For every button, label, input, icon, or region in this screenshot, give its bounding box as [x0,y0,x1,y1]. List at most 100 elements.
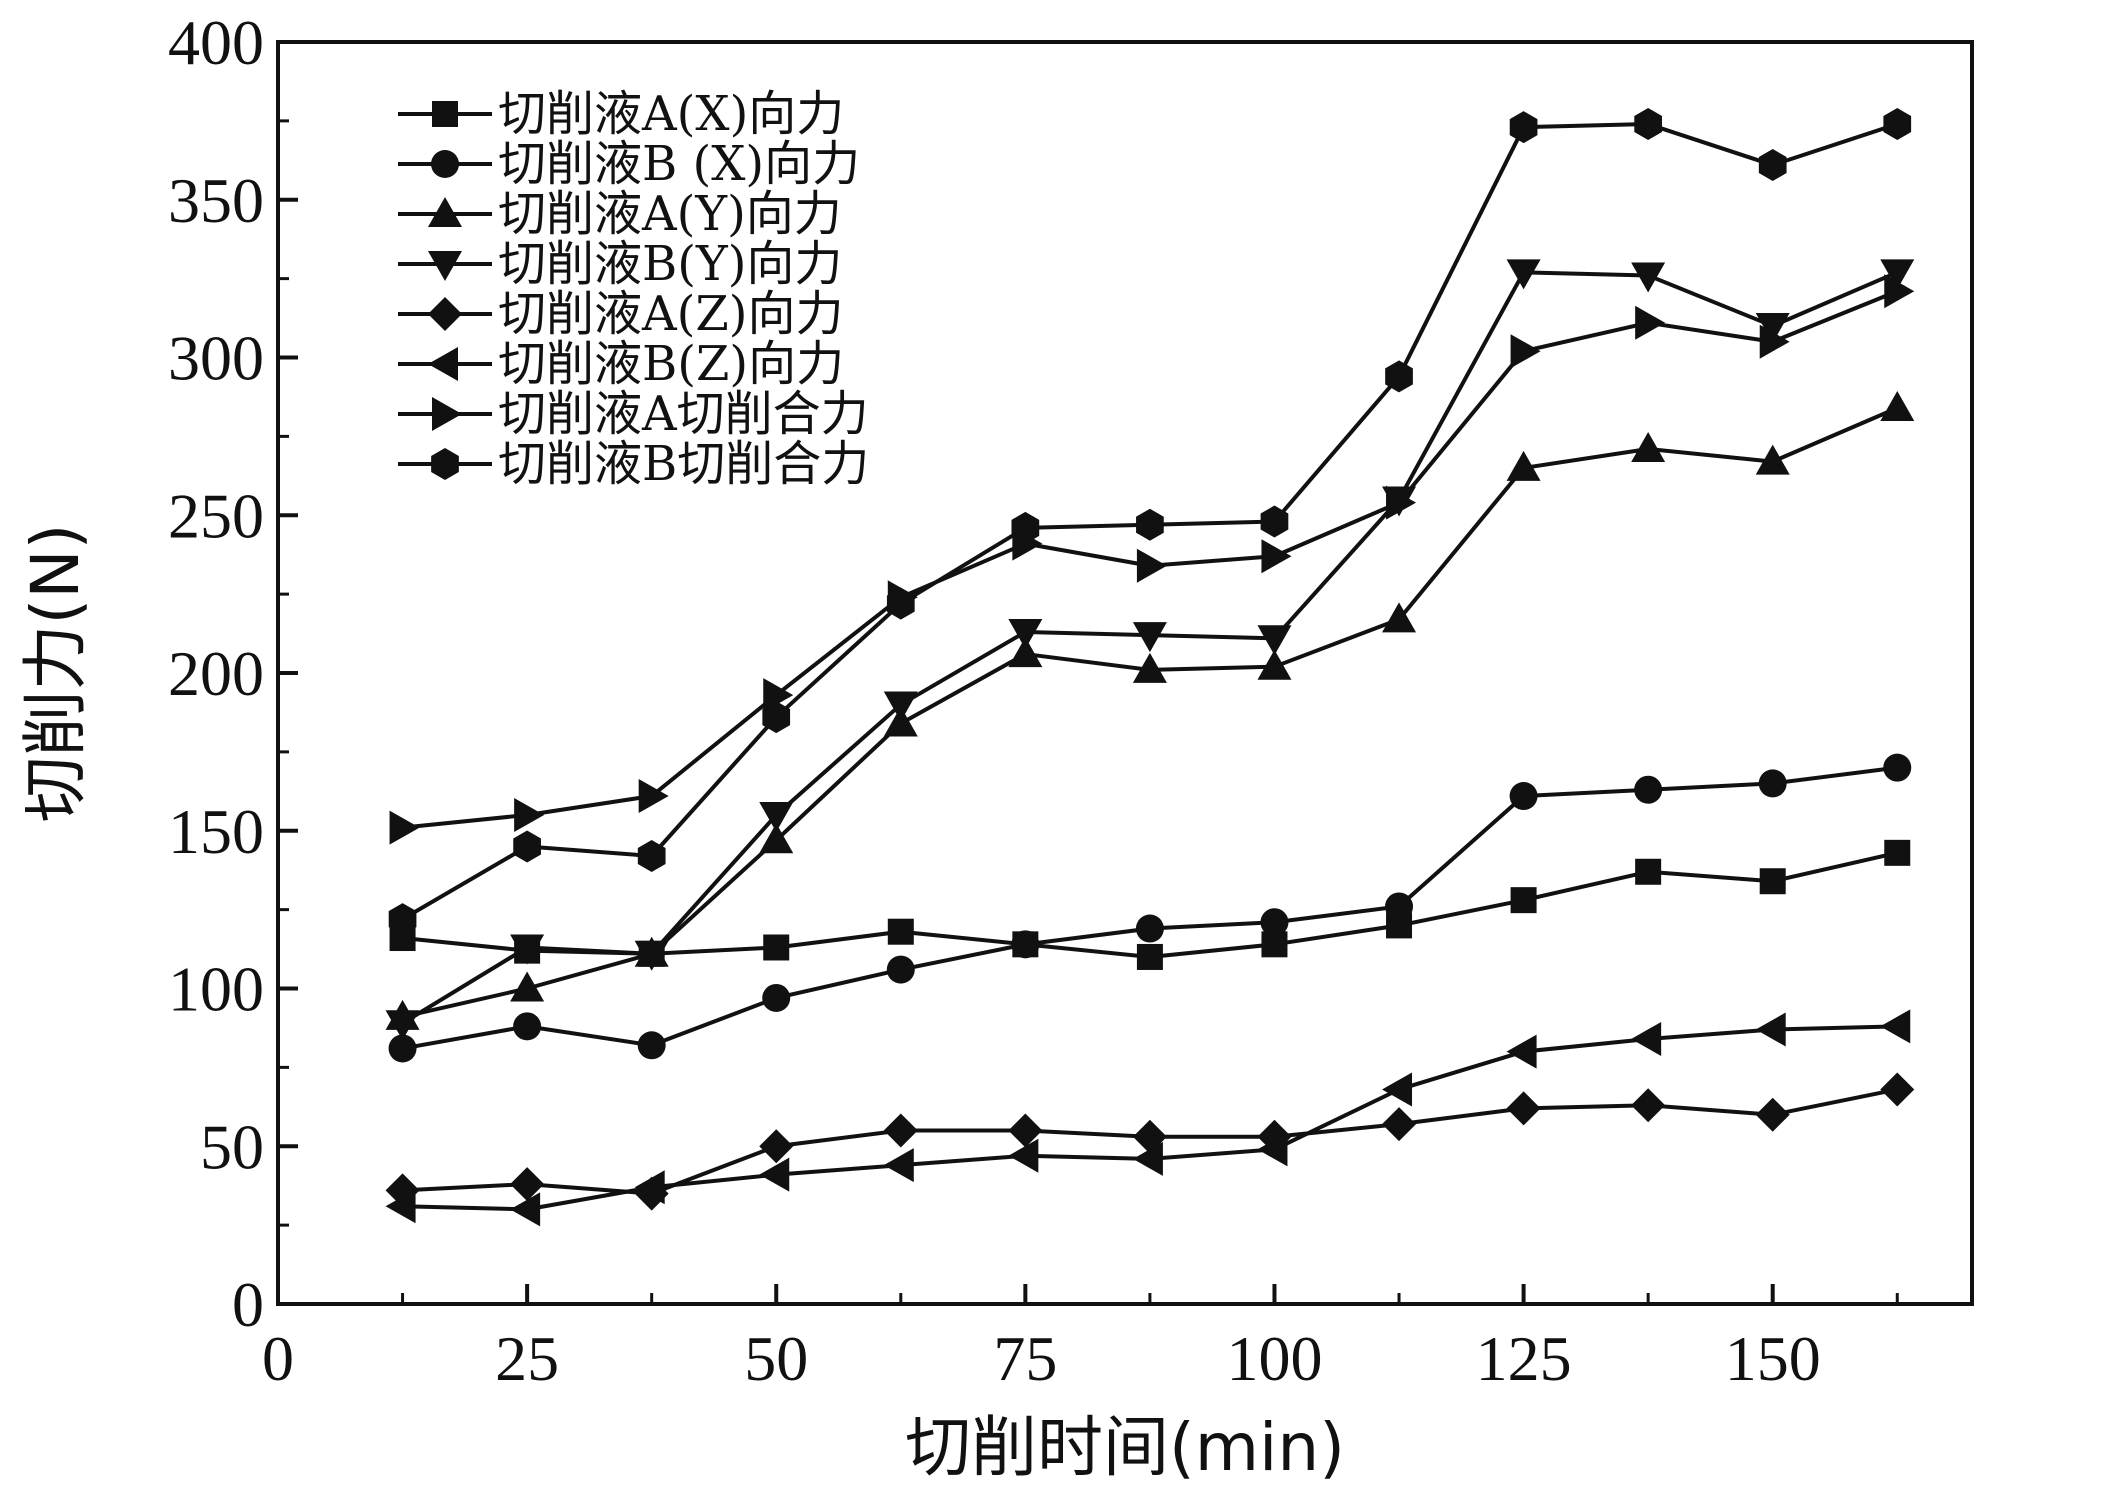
data-point [513,1012,542,1041]
data-point [1631,1021,1662,1056]
legend-marker [428,251,462,281]
data-point [1880,390,1915,421]
legend-label: 切削液A(Z)向力 [498,286,843,342]
data-point [1136,943,1163,970]
data-point [510,1167,545,1202]
legend-item: 切削液A切削合力 [398,386,869,442]
data-point [1008,1138,1039,1173]
data-point [1260,908,1289,937]
data-point [886,955,915,984]
data-point [1884,274,1915,309]
data-point [1132,622,1167,653]
data-point [1257,649,1292,680]
data-point [763,678,794,713]
data-point [1385,892,1414,921]
data-point [1257,625,1292,656]
legend-item: 切削液A(X)向力 [398,86,844,142]
data-point [1634,775,1663,804]
data-point [1506,450,1541,481]
data-point [1509,782,1538,811]
legend-marker [428,297,462,331]
data-point [1008,1113,1043,1148]
data-point [1880,1072,1915,1107]
data-point [759,801,794,832]
data-point [887,918,914,945]
data-point [1011,930,1040,959]
data-point [1510,334,1541,369]
data-point [1386,485,1417,520]
data-point [1136,548,1167,583]
data-point [763,934,790,961]
data-point [513,830,541,863]
series-5 [385,1072,1915,1211]
legend-marker [432,397,462,431]
data-point [1883,108,1912,141]
series-4 [385,259,1915,1041]
y-tick-label: 200 [168,638,264,709]
data-point [1008,637,1043,668]
data-point [514,797,545,832]
y-tick-label: 50 [200,1111,264,1182]
legend-item: 切削液A(Y)向力 [398,186,842,242]
x-tick-label: 50 [744,1323,808,1394]
data-point [759,1157,790,1192]
data-point [886,587,915,620]
series-8 [388,108,1912,936]
y-tick-label: 100 [168,954,264,1025]
legend-marker [432,101,458,127]
legend-item: 切削液B(Y)向力 [398,236,842,292]
data-point [883,1148,914,1183]
x-tick-label: 75 [993,1323,1057,1394]
data-point [1631,262,1666,293]
data-point [883,691,918,722]
series-2 [388,753,1912,1063]
y-tick-label: 350 [168,165,264,236]
legend-label: 切削液B (X)向力 [498,136,860,192]
y-tick-label: 400 [168,7,264,78]
data-point [1382,1072,1413,1107]
data-point [388,1034,417,1063]
data-point [1510,887,1537,914]
data-point [638,779,669,814]
x-tick-label: 100 [1226,1323,1322,1394]
data-point [1260,505,1289,538]
data-point [1509,111,1538,144]
data-point [634,940,669,971]
legend-item: 切削液B切削合力 [398,436,869,492]
legend-item: 切削液B(Z)向力 [398,336,844,392]
legend-label: 切削液B(Z)向力 [498,336,844,392]
data-point [385,1189,416,1224]
data-point [634,1170,665,1205]
data-point [883,1113,918,1148]
series-layer [385,108,1915,1227]
data-point [510,971,545,1002]
data-point [510,1192,541,1227]
legend-item: 切削液B (X)向力 [398,136,860,192]
data-point [1008,618,1043,649]
data-point [1635,858,1662,885]
x-tick-label: 25 [495,1323,559,1394]
data-point [1758,769,1787,798]
legend-label: 切削液A(X)向力 [498,86,844,142]
data-point [759,1129,794,1164]
legend-label: 切削液B(Y)向力 [498,236,842,292]
data-point [1634,108,1663,141]
y-tick-label: 300 [168,323,264,394]
legend-label: 切削液B切削合力 [498,436,869,492]
data-point [1385,360,1413,393]
data-point [1257,1132,1288,1167]
y-tick-label: 250 [168,480,264,551]
axis-ticks: 0 50 100 150 200 250 300 350 400 0 25 50 75 100 125 150 [168,7,1899,1394]
data-point [1011,511,1040,544]
data-point [1382,1107,1417,1142]
data-point [1755,444,1790,475]
data-point [1506,259,1541,290]
legend-marker [428,197,462,227]
data-point [637,839,666,872]
y-tick-label: 0 [232,1269,264,1340]
data-point [759,823,794,854]
data-point [1135,914,1164,943]
data-point [1631,1088,1666,1123]
y-axis-title: 切削力(N) [17,524,94,823]
